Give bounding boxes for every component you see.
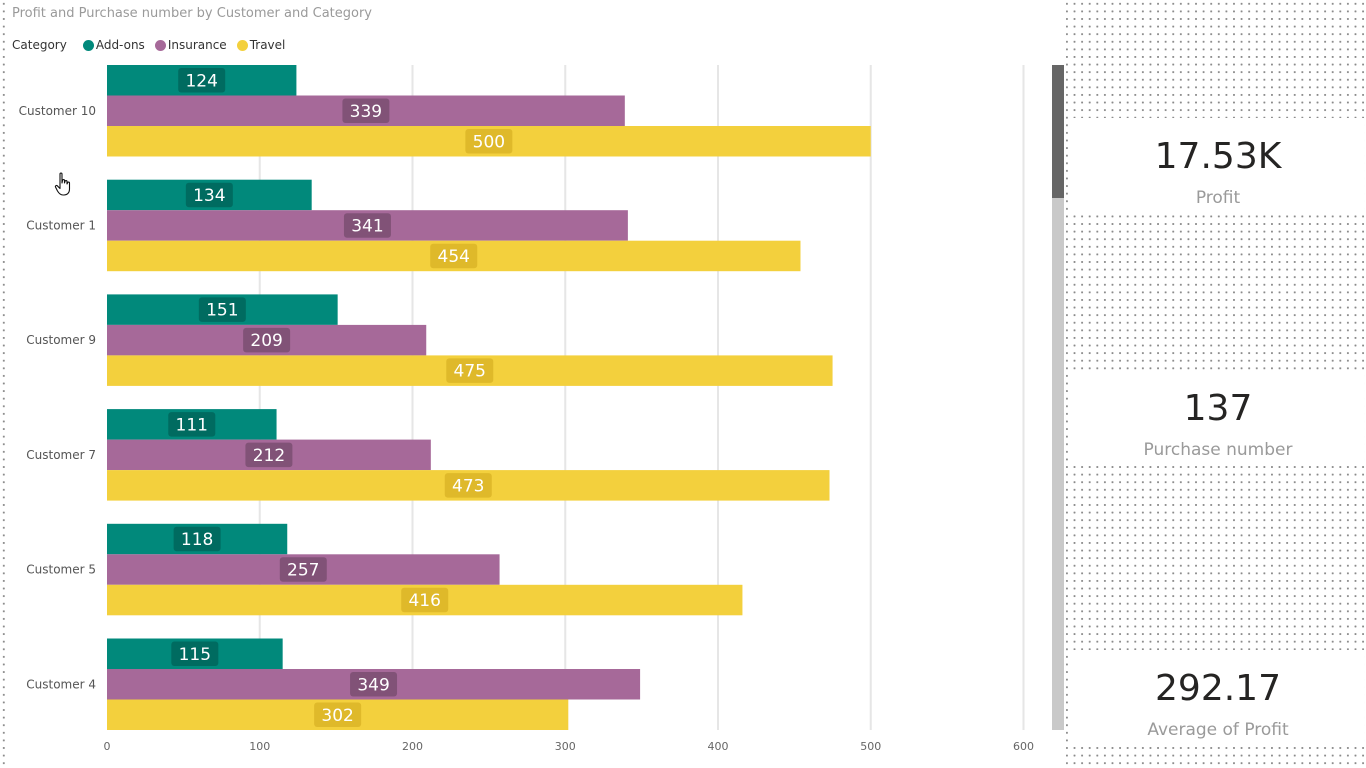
legend-label-add-ons: Add-ons bbox=[95, 38, 145, 52]
bar-customer-10-add-ons bbox=[107, 65, 297, 96]
bar-customer-5-insurance bbox=[107, 554, 500, 585]
bar-customer-9-add-ons bbox=[107, 294, 338, 325]
data-label-bg-customer-5-travel bbox=[401, 587, 449, 613]
legend-item-insurance[interactable]: Insurance bbox=[154, 38, 227, 52]
data-label-customer-5-travel: 416 bbox=[408, 591, 440, 611]
x-tick-label-500: 500 bbox=[860, 740, 881, 753]
data-label-bg-customer-1-add-ons bbox=[185, 182, 233, 208]
data-label-customer-9-travel: 475 bbox=[454, 362, 486, 382]
data-label-bg-customer-7-travel bbox=[444, 473, 492, 498]
legend-item-add-ons[interactable]: Add-ons bbox=[82, 38, 145, 52]
bar-customer-10-insurance bbox=[107, 95, 625, 126]
legend-label-travel: Travel bbox=[249, 38, 286, 52]
data-label-bg-customer-9-add-ons bbox=[198, 297, 246, 322]
legend-marker-travel bbox=[236, 39, 248, 51]
legend-title: Category bbox=[12, 38, 67, 52]
y-category-label-customer-9: Customer 9 bbox=[26, 333, 96, 347]
chart-scrollbar-thumb[interactable] bbox=[1052, 65, 1064, 198]
bar-customer-4-add-ons bbox=[107, 638, 283, 669]
data-label-bg-customer-5-insurance bbox=[279, 557, 327, 582]
y-category-label-customer-10: Customer 10 bbox=[19, 104, 96, 118]
x-tick-label-300: 300 bbox=[555, 740, 576, 753]
bar-customer-5-add-ons bbox=[107, 523, 288, 555]
bar-customer-7-insurance bbox=[107, 439, 431, 471]
bar-customer-1-add-ons bbox=[107, 179, 312, 211]
data-label-customer-9-add-ons: 151 bbox=[206, 301, 238, 321]
data-label-bg-customer-4-insurance bbox=[350, 672, 398, 697]
y-category-label-customer-4: Customer 4 bbox=[26, 677, 96, 691]
legend-item-travel[interactable]: Travel bbox=[236, 38, 286, 52]
x-tick-label-0: 0 bbox=[104, 740, 111, 753]
average-profit-card-label: Average of Profit bbox=[1147, 720, 1289, 740]
x-tick-label-200: 200 bbox=[402, 740, 423, 753]
profit-card-value: 17.53K bbox=[1154, 136, 1282, 177]
legend-marker-insurance bbox=[154, 39, 166, 51]
data-label-bg-customer-4-add-ons bbox=[171, 641, 219, 666]
x-tick-label-600: 600 bbox=[1013, 740, 1034, 753]
data-label-bg-customer-9-insurance bbox=[243, 327, 291, 353]
chart-title: Profit and Purchase number by Customer a… bbox=[12, 6, 372, 21]
data-label-customer-1-travel: 454 bbox=[438, 247, 470, 267]
data-label-bg-customer-1-travel bbox=[430, 243, 478, 269]
data-label-customer-4-insurance: 349 bbox=[357, 675, 389, 695]
data-label-bg-customer-7-add-ons bbox=[168, 412, 216, 437]
data-label-customer-5-insurance: 257 bbox=[287, 561, 319, 581]
bar-customer-4-insurance bbox=[107, 669, 641, 700]
data-label-customer-10-insurance: 339 bbox=[350, 102, 382, 122]
data-label-customer-9-insurance: 209 bbox=[250, 331, 282, 351]
average-profit-card-value: 292.17 bbox=[1155, 668, 1281, 709]
y-category-label-customer-5: Customer 5 bbox=[26, 563, 96, 577]
y-category-label-customer-7: Customer 7 bbox=[26, 448, 96, 462]
data-label-bg-customer-1-insurance bbox=[343, 213, 391, 238]
data-label-customer-7-insurance: 212 bbox=[253, 446, 285, 466]
y-category-label-customer-1: Customer 1 bbox=[26, 218, 96, 232]
purchase-number-card-value: 137 bbox=[1183, 388, 1253, 429]
chart-scrollbar[interactable] bbox=[1052, 65, 1064, 730]
legend: Category Add-ons Insurance Travel bbox=[12, 36, 291, 54]
data-label-customer-10-travel: 500 bbox=[473, 132, 505, 152]
data-label-customer-7-add-ons: 111 bbox=[176, 415, 208, 435]
data-label-bg-customer-10-insurance bbox=[342, 98, 390, 123]
data-label-bg-customer-5-add-ons bbox=[173, 526, 221, 552]
data-label-bg-customer-10-travel bbox=[465, 129, 513, 154]
data-label-customer-5-add-ons: 118 bbox=[181, 530, 213, 550]
hand-cursor-icon bbox=[54, 172, 71, 196]
data-label-bg-customer-9-travel bbox=[446, 358, 494, 383]
x-tick-label-100: 100 bbox=[249, 740, 270, 753]
purchase-number-card-label: Purchase number bbox=[1143, 440, 1293, 460]
legend-marker-add-ons bbox=[82, 39, 94, 51]
data-label-bg-customer-4-travel bbox=[314, 702, 362, 727]
data-label-customer-4-add-ons: 115 bbox=[179, 645, 211, 665]
data-label-customer-1-insurance: 341 bbox=[351, 216, 383, 236]
data-label-customer-4-travel: 302 bbox=[321, 706, 353, 726]
purchase-number-card[interactable]: 137 Purchase number bbox=[1072, 370, 1364, 466]
data-label-bg-customer-7-insurance bbox=[245, 442, 293, 468]
average-profit-card[interactable]: 292.17 Average of Profit bbox=[1072, 650, 1364, 746]
bar-customer-7-add-ons bbox=[107, 409, 277, 440]
profit-card-label: Profit bbox=[1195, 188, 1241, 208]
bar-customer-9-insurance bbox=[107, 324, 427, 356]
bar-chart-visual[interactable]: Profit and Purchase number by Customer a… bbox=[8, 2, 1066, 766]
data-label-customer-1-add-ons: 134 bbox=[193, 186, 225, 206]
chart-plot-area: 0 100 200 300 400 500 600 Customer 10 124 339 500 C… bbox=[19, 65, 1034, 753]
profit-card[interactable]: 17.53K Profit bbox=[1072, 118, 1364, 214]
x-tick-label-400: 400 bbox=[708, 740, 729, 753]
bar-customer-1-insurance bbox=[107, 210, 628, 241]
legend-label-insurance: Insurance bbox=[167, 38, 227, 52]
data-label-bg-customer-10-add-ons bbox=[178, 68, 226, 93]
data-label-customer-10-add-ons: 124 bbox=[185, 71, 217, 91]
data-label-customer-7-travel: 473 bbox=[452, 476, 484, 496]
